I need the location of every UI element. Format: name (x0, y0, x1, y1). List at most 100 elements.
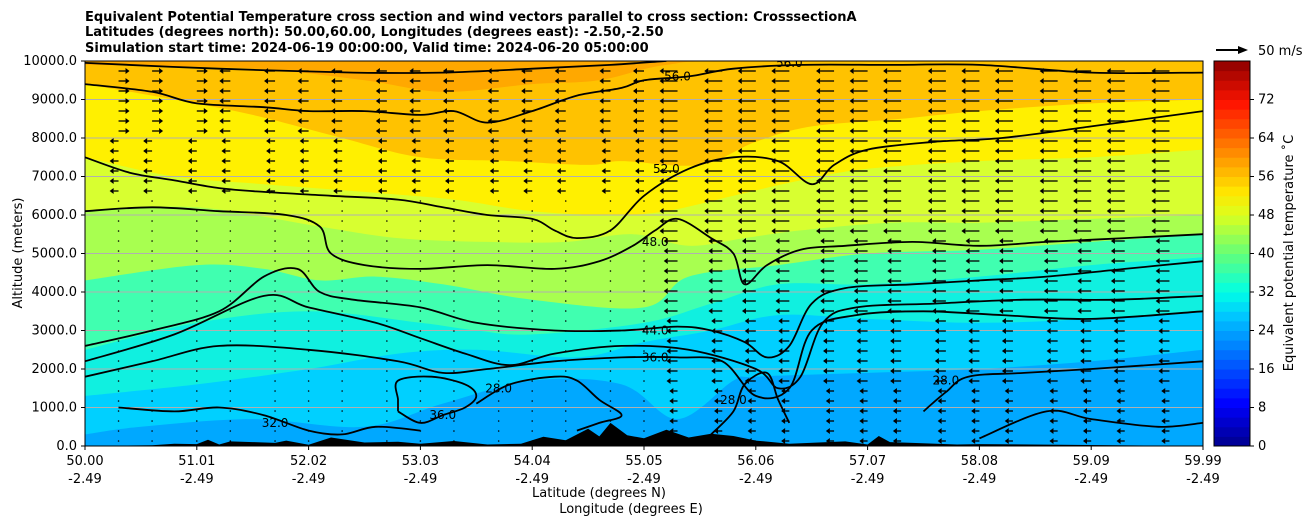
wind-arrow-head (927, 78, 932, 84)
wind-dot (531, 340, 533, 342)
wind-dot (307, 390, 310, 392)
wind-arrow-head (1106, 108, 1111, 114)
wind-arrow-head (187, 188, 192, 194)
wind-dot (274, 270, 276, 272)
wind-arrow-head (708, 258, 713, 264)
wind-arrow-head (711, 318, 716, 324)
wind-arrow-head (1039, 208, 1044, 214)
wind-dot (643, 280, 645, 282)
wind-arrow-head (125, 88, 130, 94)
wind-arrow-head (523, 168, 528, 174)
wind-arrow-head (883, 68, 888, 74)
wind-arrow-head (1004, 438, 1009, 444)
wind-arrow-head (704, 158, 709, 164)
wind-dot (386, 260, 388, 262)
wind-dot (307, 340, 310, 342)
wind-dot (531, 310, 533, 312)
wind-arrow-head (927, 198, 932, 204)
wind-arrow-head (599, 108, 604, 114)
colorbar-band (1214, 176, 1250, 187)
wind-arrow-head (1106, 148, 1111, 154)
wind-dot (117, 260, 120, 262)
wind-arrow-head (442, 128, 447, 134)
wind-arrow-head (820, 248, 825, 254)
contour-line-32.0 (979, 409, 1203, 440)
wind-dot (564, 200, 567, 202)
wind-arrow-head (1004, 418, 1009, 424)
wind-dot (117, 430, 120, 432)
wind-dot (341, 430, 343, 432)
wind-dot (196, 220, 198, 222)
wind-arrow-head (742, 248, 746, 254)
wind-arrow-head (771, 158, 776, 164)
wind-arrow-head (999, 308, 1004, 314)
wind-arrow-head (1077, 278, 1082, 284)
wind-dot (453, 270, 455, 272)
wind-arrow-head (1039, 158, 1044, 164)
wind-arrow-head (1001, 358, 1006, 364)
wind-arrow-head (1080, 358, 1085, 364)
colorbar-band (1214, 147, 1250, 158)
wind-dot (497, 380, 500, 382)
wind-dot (151, 360, 153, 362)
wind-arrow-head (1073, 108, 1078, 114)
colorbar-band (1214, 417, 1250, 428)
wind-arrow-head (968, 318, 973, 324)
wind-dot (419, 280, 422, 282)
wind-dot (564, 240, 567, 242)
wind-dot (151, 420, 153, 422)
terrain (85, 422, 1203, 446)
wind-arrow-head (1080, 328, 1085, 334)
wind-arrow-head (994, 98, 999, 104)
colorbar-tick-label: 32 (1258, 285, 1275, 300)
wind-dot (419, 440, 422, 442)
wind-dot (196, 380, 198, 382)
wind-arrow-head (1151, 168, 1156, 174)
wind-arrow-head (937, 438, 942, 444)
wind-arrow-head (932, 298, 937, 304)
wind-arrow-head (778, 368, 783, 374)
wind-arrow-head (1151, 98, 1156, 104)
wind-dot (609, 400, 612, 402)
wind-arrow-head (1113, 318, 1118, 324)
wind-arrow-head (737, 208, 742, 214)
wind-arrow-head (999, 258, 1004, 264)
wind-arrow-head (266, 188, 271, 194)
wind-dot (341, 360, 343, 362)
wind-arrow-head (125, 118, 130, 124)
wind-arrow-head (968, 368, 973, 374)
wind-arrow-head (968, 328, 973, 334)
wind-arrow-head (409, 118, 414, 124)
wind-arrow-head (445, 158, 450, 164)
wind-arrow-head (704, 148, 709, 154)
wind-arrow-head (883, 108, 888, 114)
wind-arrow-head (375, 118, 380, 124)
wind-arrow-head (971, 398, 976, 404)
wind-dot (196, 440, 198, 442)
wind-arrow-head (1077, 248, 1082, 254)
wind-arrow-head (125, 78, 130, 84)
wind-arrow-head (219, 78, 224, 84)
wind-arrow-head (1049, 438, 1054, 444)
wind-arrow-head (737, 228, 742, 234)
wind-dot (229, 380, 232, 382)
wind-arrow-head (849, 148, 854, 154)
wind-arrow-head (856, 348, 861, 354)
x-tick-label-lat: 59.99 (1184, 454, 1221, 469)
wind-dot (307, 380, 310, 382)
wind-arrow-head (1049, 428, 1054, 434)
wind-dot (229, 440, 232, 442)
wind-arrow-head (1155, 298, 1160, 304)
wind-arrow-head (1151, 198, 1156, 204)
colorbar-band (1214, 320, 1250, 331)
y-tick-label: 9000.0 (32, 93, 78, 108)
wind-dot (643, 430, 645, 432)
wind-arrow-head (1106, 98, 1111, 104)
wind-arrow-head (994, 208, 999, 214)
wind-arrow-head (659, 98, 664, 104)
wind-arrow-head (601, 188, 606, 194)
wind-dot (643, 260, 645, 262)
wind-arrow-head (704, 138, 709, 144)
wind-arrow-head (666, 358, 671, 364)
wind-dot (564, 210, 567, 212)
